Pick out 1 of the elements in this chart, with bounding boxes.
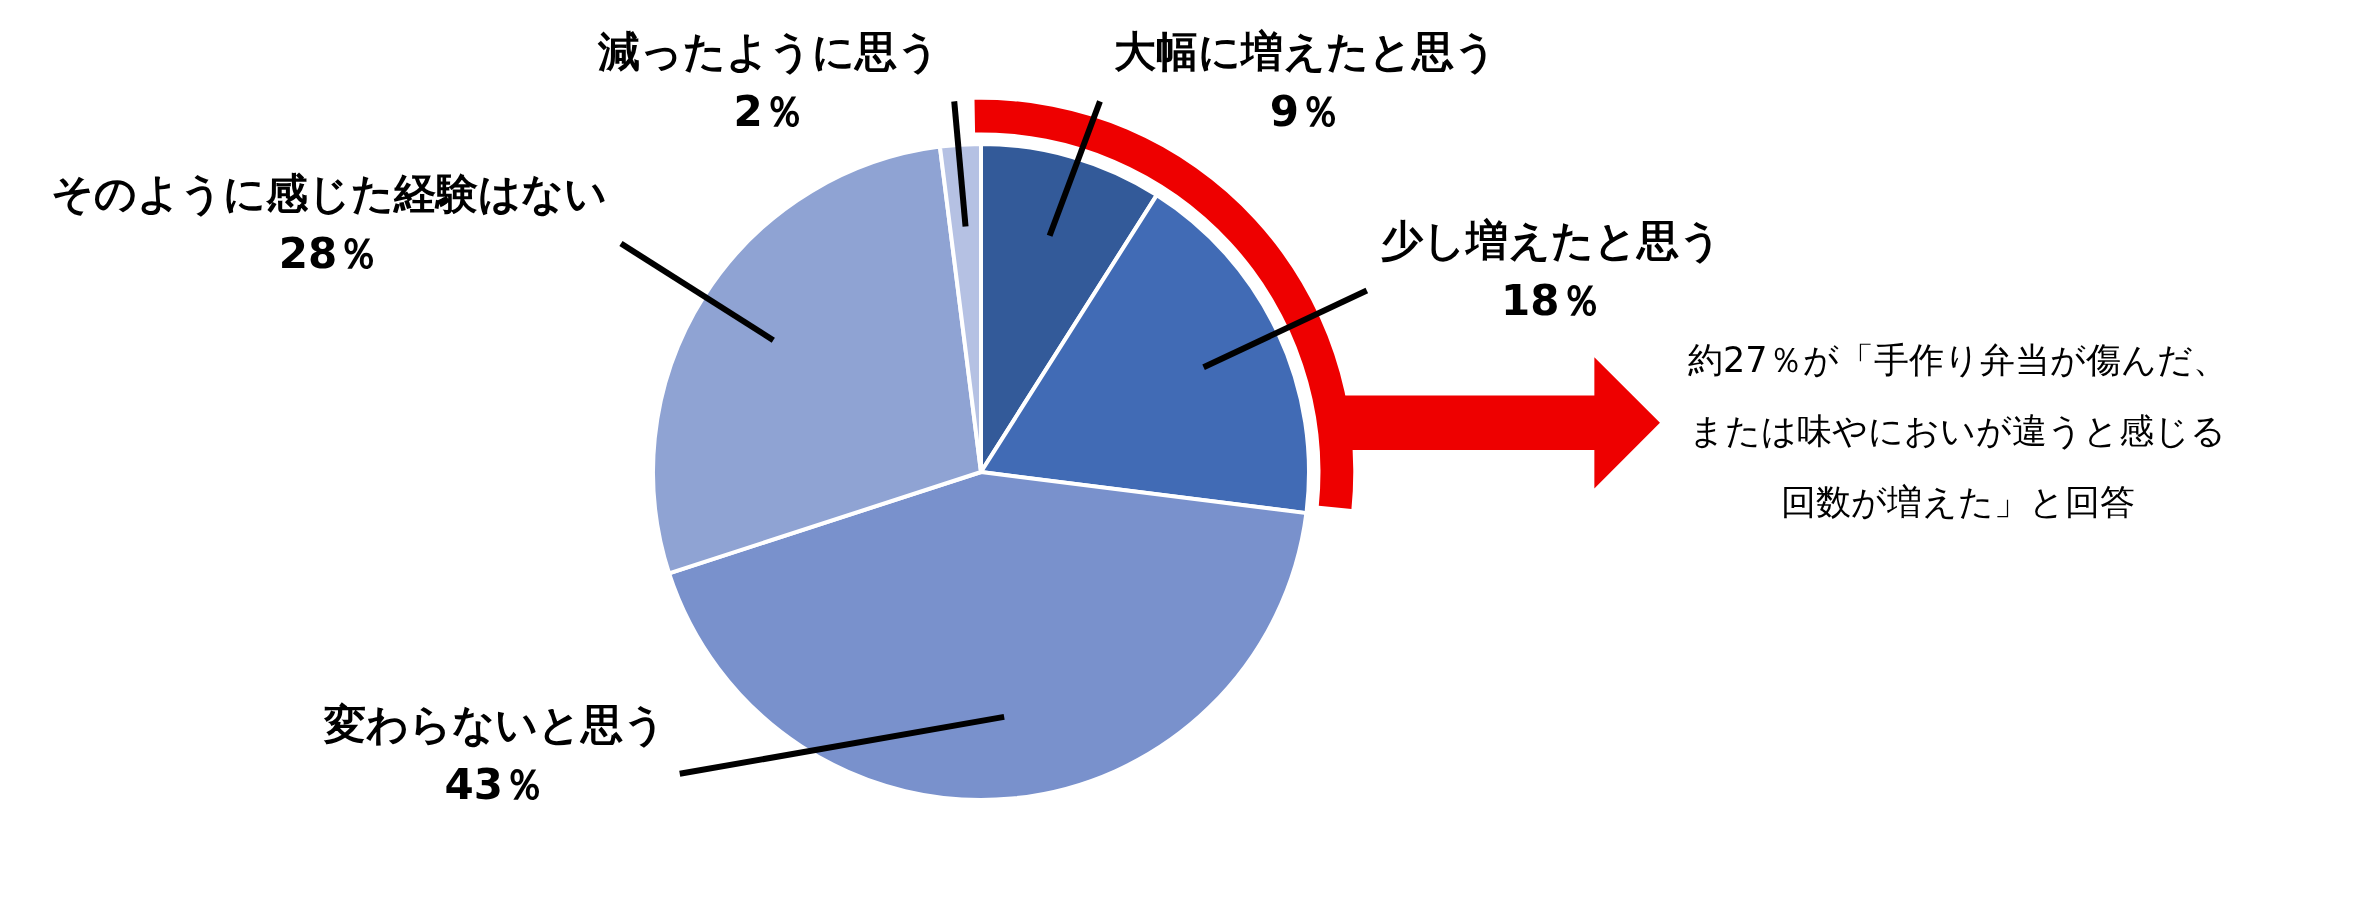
annotation: 約27％が「手作り弁当が傷んだ、または味やにおいが違うと感じる回数が増えた」と回答 bbox=[1687, 339, 2228, 522]
